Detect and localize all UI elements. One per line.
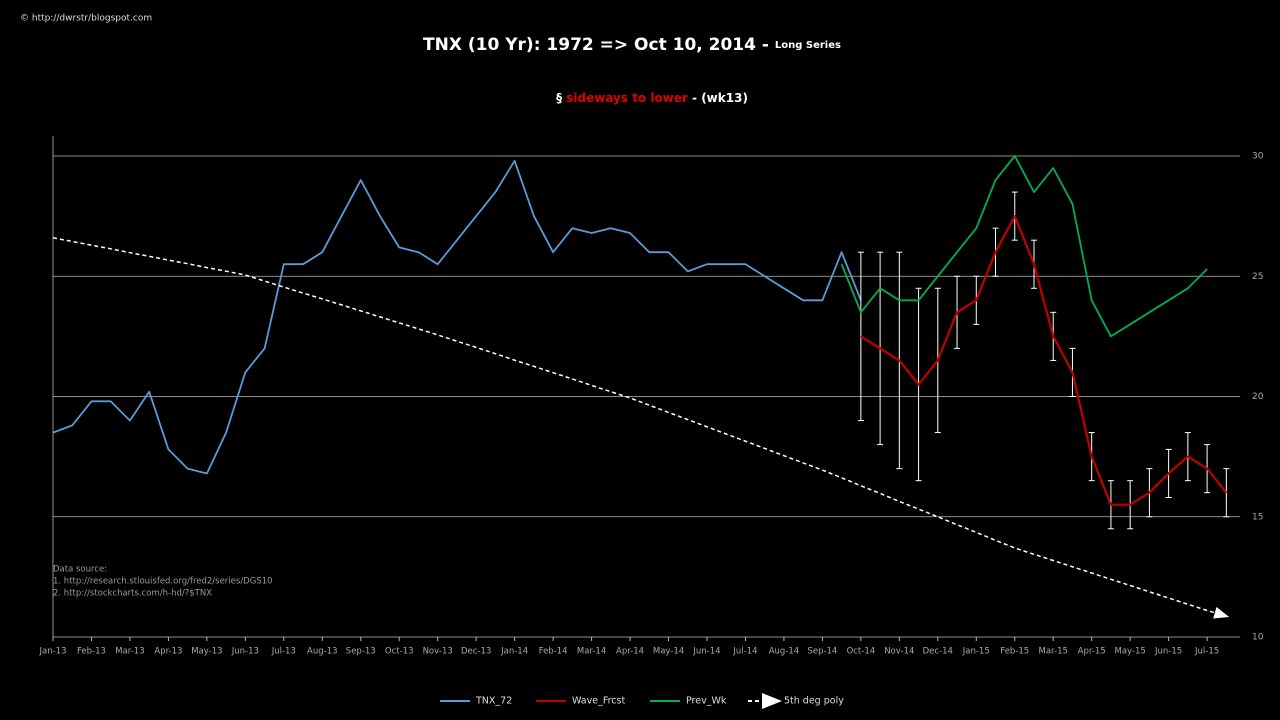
x-tick-label: May-13 — [191, 647, 222, 657]
x-tick-label: Apr-13 — [154, 647, 182, 657]
title-suffix: Long Series — [775, 40, 841, 51]
y-tick-label: 30 — [1252, 152, 1264, 162]
series-line — [52, 237, 1230, 619]
note: 2. http://stockcharts.com/h-hd/?$TNX — [53, 589, 212, 599]
subtitle: § sideways to lower - (wk13) — [556, 91, 748, 105]
series-line — [840, 155, 1208, 338]
subtitle-prefix: § — [556, 91, 566, 105]
x-tick-label: May-15 — [1115, 647, 1146, 657]
subtitle-suffix: - (wk13) — [688, 91, 748, 105]
x-tick-label: Mar-15 — [1039, 647, 1068, 657]
subtitle-highlight: sideways to lower — [566, 91, 688, 105]
legend-label: Wave_Frcst — [572, 696, 625, 707]
legend-item: Wave_Frcst — [536, 696, 625, 707]
y-tick-label: 15 — [1252, 512, 1263, 522]
legend-label: 5th deg poly — [784, 696, 844, 707]
legend-item: TNX_72 — [440, 696, 512, 707]
x-tick-label: May-14 — [653, 647, 684, 657]
legend-label: TNX_72 — [475, 696, 512, 707]
x-tick-label: Sep-14 — [807, 647, 837, 657]
legend-label: Prev_Wk — [686, 696, 727, 707]
x-tick-label: Jan-13 — [39, 647, 67, 657]
x-tick-label: Jul-13 — [271, 647, 296, 657]
x-tick-label: Aug-13 — [307, 647, 337, 657]
x-tick-label: Jun-13 — [231, 647, 259, 657]
x-tick-label: Oct-13 — [385, 647, 414, 657]
x-tick-label: Oct-14 — [847, 647, 876, 657]
x-tick-label: Jan-15 — [962, 647, 990, 657]
y-tick-label: 10 — [1252, 633, 1264, 643]
x-tick-label: Jul-15 — [1194, 647, 1219, 657]
x-tick-label: Dec-14 — [923, 647, 953, 657]
series-line — [52, 159, 862, 475]
x-tick-label: Aug-14 — [769, 647, 799, 657]
x-tick-label: Jul-14 — [732, 647, 757, 657]
x-tick-label: Sep-13 — [346, 647, 376, 657]
x-tick-label: Feb-14 — [539, 647, 568, 657]
notes: Data source: 1. http://research.stlouisfe… — [53, 565, 273, 599]
legend-item: Prev_Wk — [650, 696, 727, 707]
legend-item: 5th deg poly — [748, 693, 844, 709]
x-tick-label: Apr-14 — [616, 647, 644, 657]
x-tick-label: Mar-14 — [577, 647, 606, 657]
x-tick-label: Feb-13 — [77, 647, 106, 657]
x-tick-label: Nov-14 — [884, 647, 914, 657]
credit: © http://dwrstr/blogspot.com — [20, 14, 152, 24]
x-tick-label: Jun-15 — [1154, 647, 1182, 657]
x-tick-label: Nov-13 — [423, 647, 453, 657]
chart-title: TNX (10 Yr): 1972 => Oct 10, 2014 - Long… — [423, 35, 841, 55]
note: Data source: — [53, 565, 107, 575]
note: 1. http://research.stlouisfed.org/fred2/… — [53, 577, 273, 587]
y-tick-label: 20 — [1252, 392, 1264, 402]
x-tick-label: Jun-14 — [692, 647, 720, 657]
x-tick-label: Feb-15 — [1000, 647, 1029, 657]
error-bar — [1223, 468, 1230, 518]
y-tick-label: 25 — [1252, 272, 1263, 282]
error-bar — [857, 251, 864, 422]
series-line — [860, 215, 1228, 506]
x-tick-label: Dec-13 — [461, 647, 491, 657]
x-tick-label: Mar-13 — [115, 647, 144, 657]
title-main: TNX (10 Yr): 1972 => Oct 10, 2014 - — [423, 35, 775, 55]
x-tick-label: Jan-14 — [500, 647, 528, 657]
x-tick-label: Apr-15 — [1078, 647, 1106, 657]
